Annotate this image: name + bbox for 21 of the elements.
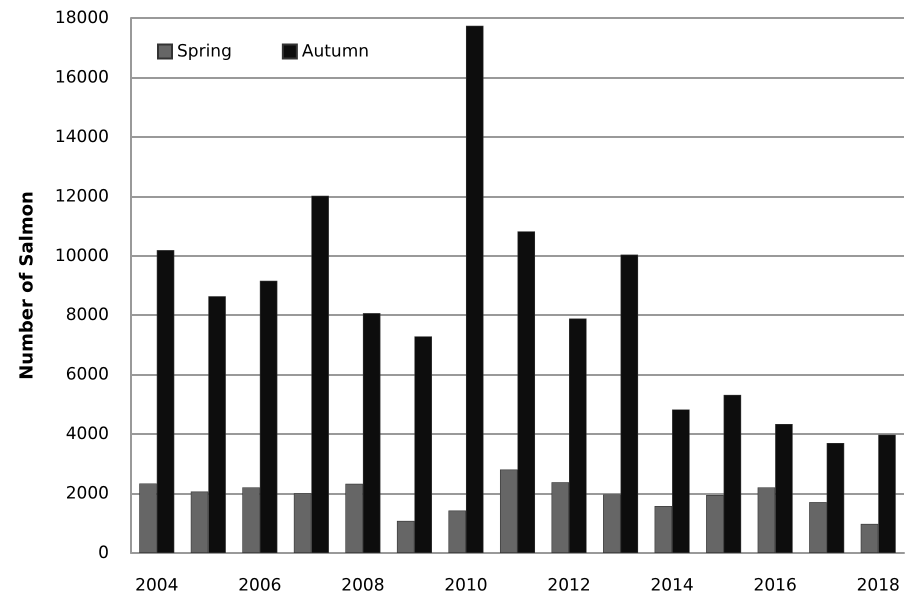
x-tick-label: 2008 bbox=[341, 576, 385, 596]
y-tick-label: 10000 bbox=[54, 246, 109, 266]
x-tick-label: 2006 bbox=[238, 576, 282, 596]
x-tick-label: 2016 bbox=[754, 576, 797, 596]
x-tick-label: 2010 bbox=[444, 576, 488, 596]
legend-label: Autumn bbox=[302, 42, 370, 62]
y-axis-title: Number of Salmon bbox=[16, 191, 38, 380]
legend-label: Spring bbox=[177, 42, 232, 62]
x-tick-label: 2014 bbox=[650, 576, 694, 596]
y-tick-label: 16000 bbox=[54, 67, 109, 88]
y-tick-label: 2000 bbox=[66, 484, 109, 504]
y-tick-label: 14000 bbox=[54, 126, 109, 147]
y-tick-label: 18000 bbox=[54, 8, 109, 28]
x-tick-label: 2012 bbox=[547, 576, 591, 596]
x-tick-label: 2018 bbox=[856, 576, 900, 596]
y-tick-label: 0 bbox=[98, 543, 109, 563]
y-tick-label: 8000 bbox=[66, 305, 109, 326]
y-tick-label: 4000 bbox=[66, 424, 109, 444]
x-tick-label: 2004 bbox=[135, 576, 178, 596]
y-tick-label: 12000 bbox=[54, 186, 109, 206]
y-tick-label: 6000 bbox=[66, 364, 109, 385]
